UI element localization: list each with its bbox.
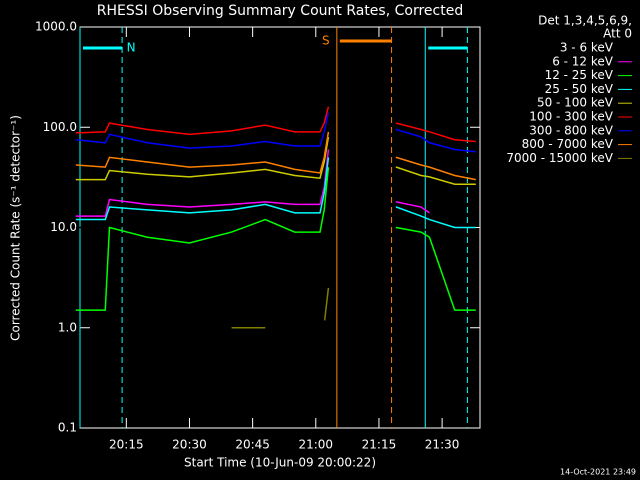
y-tick-label: 100.0 — [43, 120, 77, 134]
event-label: N — [127, 41, 136, 55]
series-line — [75, 136, 476, 186]
x-tick-label: 21:30 — [425, 438, 460, 452]
series-line — [231, 287, 330, 329]
legend-label: 12 - 25 keV — [545, 68, 614, 82]
x-tick-label: 20:45 — [235, 438, 270, 452]
y-tick-label: 10.0 — [50, 220, 77, 234]
legend-header: Att 0 — [603, 27, 632, 41]
series-line — [75, 157, 476, 229]
series-line — [75, 149, 430, 217]
y-tick-label: 0.1 — [58, 421, 77, 435]
legend-label: 3 - 6 keV — [560, 41, 614, 55]
legend-label: 7000 - 15000 keV — [506, 151, 613, 165]
x-tick-label: 21:00 — [298, 438, 333, 452]
series-line — [75, 167, 476, 311]
legend-label: 25 - 50 keV — [545, 82, 614, 96]
legend-header: Det 1,3,4,5,6,9, — [538, 14, 632, 28]
series-line — [75, 106, 476, 143]
x-tick-label: 20:30 — [172, 438, 207, 452]
series-line — [75, 112, 476, 153]
series-line — [75, 167, 430, 244]
x-axis-label: Start Time (10-Jun-09 20:00:22) — [184, 456, 376, 470]
event-label: S — [322, 34, 330, 48]
y-axis-label: Corrected Count Rate (s⁻¹ detector⁻¹) — [9, 115, 23, 341]
x-tick-label: 20:15 — [109, 438, 144, 452]
footer: 14-Oct-2021 23:49 — [560, 468, 636, 477]
series-line — [75, 131, 476, 181]
legend-label: 50 - 100 keV — [537, 96, 614, 110]
x-tick-label: 21:15 — [362, 438, 397, 452]
legend-label: 300 - 800 keV — [529, 123, 613, 137]
legend-label: 100 - 300 keV — [529, 110, 613, 124]
legend-label: 6 - 12 keV — [552, 54, 614, 68]
y-tick-label: 1.0 — [58, 320, 77, 334]
chart-title: RHESSI Observing Summary Count Rates, Co… — [97, 3, 463, 19]
legend-label: 800 - 7000 keV — [522, 137, 614, 151]
y-tick-label: 1000.0 — [35, 20, 77, 34]
